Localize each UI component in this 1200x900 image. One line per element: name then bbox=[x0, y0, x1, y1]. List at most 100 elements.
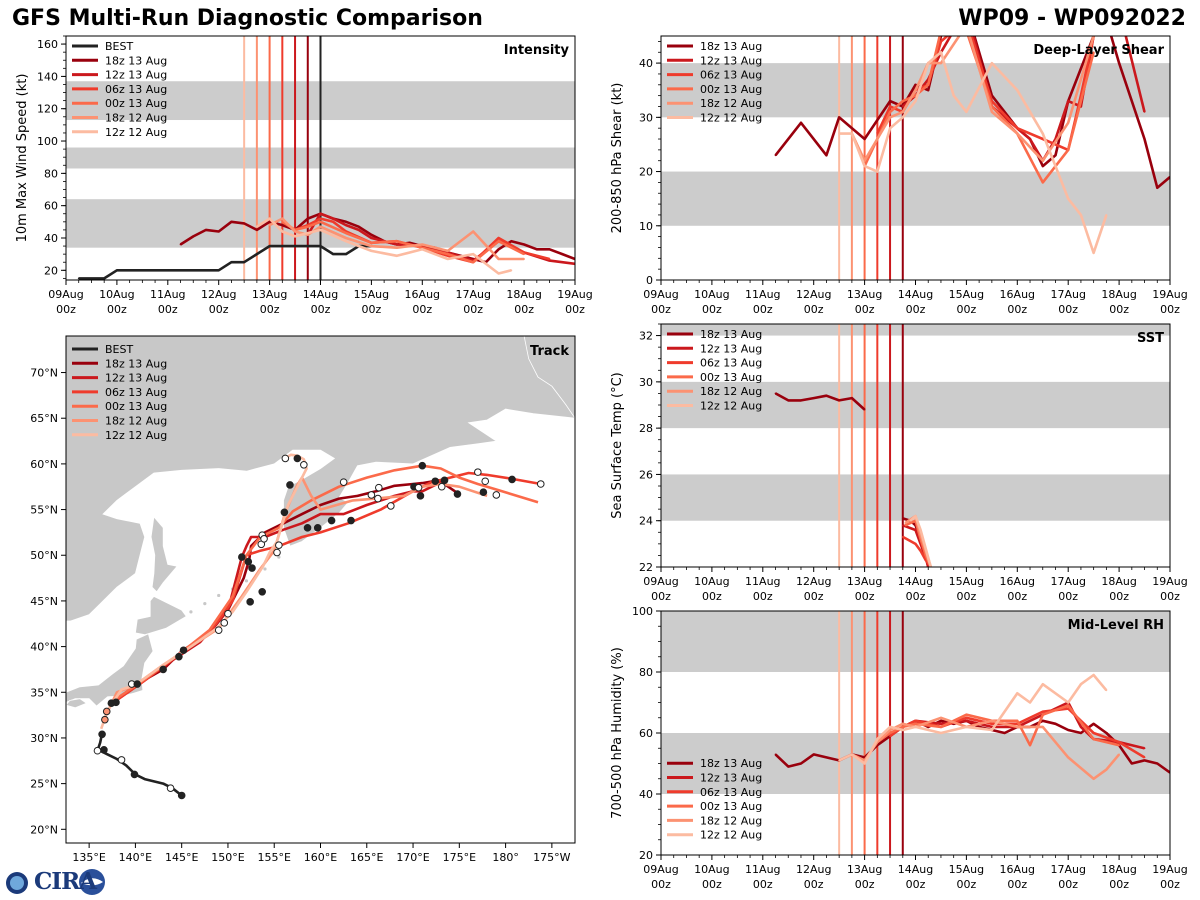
sst-point-18z-13-aug-1 bbox=[787, 399, 790, 402]
rh-point-18z-13-aug-1 bbox=[787, 765, 790, 768]
shear-xtick-hour-label: 00z bbox=[1109, 303, 1129, 316]
sst-xtick-day-label: 16Aug bbox=[1000, 575, 1035, 588]
intensity-title: Intensity bbox=[504, 43, 570, 58]
rh-point-18z-13-aug-2 bbox=[800, 762, 802, 765]
rh-point-00z-13-aug-8 bbox=[1029, 744, 1031, 747]
shear-point-12z-12-aug-10 bbox=[965, 111, 968, 113]
rh-point-06z-13-aug-2 bbox=[914, 719, 917, 722]
track-lat-tick-label: 55°N bbox=[30, 504, 58, 517]
track-lon-tick-label: 150°E bbox=[211, 851, 244, 864]
sst-point-18z-13-aug-b-0 bbox=[901, 517, 904, 520]
rh-band-1 bbox=[661, 611, 1170, 672]
intensity-legend-label-12z-13-aug: 12z 13 Aug bbox=[105, 69, 167, 82]
intensity-point-12z-13-aug-4 bbox=[357, 229, 360, 231]
storm-id: WP09 - WP092022 bbox=[958, 6, 1186, 31]
intensity-point-best-late-0 bbox=[319, 245, 322, 247]
kyushu-island bbox=[66, 701, 67, 714]
sst-xtick-day-label: 19Aug bbox=[1152, 575, 1187, 588]
sst-xtick-day-label: 15Aug bbox=[949, 575, 984, 588]
sst-legend-label-12z-12-aug: 12z 12 Aug bbox=[700, 400, 762, 413]
shear-point-18z-12-aug-2 bbox=[876, 138, 879, 140]
intensity-point-12z-13-aug-6 bbox=[395, 243, 398, 246]
track-point-40 bbox=[374, 494, 382, 503]
shear-point-18z-13-aug-1 bbox=[800, 121, 802, 124]
rh-point-06z-13-aug-11 bbox=[1143, 756, 1146, 759]
rh-point-00z-13-aug-11 bbox=[1092, 738, 1095, 740]
sst-title: SST bbox=[1137, 331, 1164, 346]
alaska-landmass bbox=[523, 336, 575, 419]
track-point-48 bbox=[437, 482, 446, 491]
track-point-47 bbox=[431, 477, 440, 486]
shear-point-18z-13-aug-5 bbox=[889, 100, 891, 102]
intensity-point-12z-12-aug-10 bbox=[446, 258, 449, 260]
rh-xtick-hour-label: 00z bbox=[804, 878, 824, 891]
rh-point-12z-13-aug-11 bbox=[1143, 747, 1146, 750]
intensity-point-12z-13-aug-3 bbox=[345, 224, 347, 226]
intensity-xtick-hour-label: 00z bbox=[209, 303, 229, 316]
kuril-island-4 bbox=[244, 579, 249, 583]
shear-xtick-day-label: 16Aug bbox=[1000, 288, 1035, 301]
track-point-42 bbox=[387, 502, 395, 510]
rh-point-18z-13-aug-3 bbox=[812, 753, 815, 756]
intensity-ytick-label: 80 bbox=[44, 167, 58, 180]
sst-point-06z-13-aug-0 bbox=[901, 536, 904, 538]
rh-point-18z-13-aug-21 bbox=[1041, 719, 1044, 722]
track-point-33 bbox=[300, 461, 308, 469]
rh-point-12z-12-aug-0 bbox=[838, 759, 841, 762]
shear-xtick-day-label: 10Aug bbox=[694, 288, 729, 301]
track-point-49 bbox=[440, 476, 449, 485]
intensity-point-best-0 bbox=[77, 277, 80, 280]
track-point-0 bbox=[177, 791, 186, 800]
rh-point-18z-12-aug-10 bbox=[1041, 726, 1044, 728]
sst-point-12z-12-aug-3 bbox=[924, 547, 927, 550]
intensity-point-18z-13-aug-8 bbox=[281, 224, 284, 226]
track-lat-tick-label: 50°N bbox=[30, 549, 58, 562]
intensity-xtick-day-label: 13Aug bbox=[252, 288, 287, 301]
rh-xtick-hour-label: 00z bbox=[1058, 878, 1078, 891]
intensity-point-18z-12-aug-2 bbox=[294, 230, 296, 233]
rh-xtick-day-label: 09Aug bbox=[643, 863, 678, 876]
kuril-island-0 bbox=[189, 610, 193, 614]
logo-text: CIRA bbox=[34, 868, 97, 895]
sst-point-18z-13-aug-2 bbox=[800, 399, 802, 402]
intensity-point-18z-13-aug-25 bbox=[497, 248, 500, 251]
intensity-ytick-label: 100 bbox=[37, 135, 58, 148]
intensity-point-best-5 bbox=[230, 261, 233, 264]
track-point-31 bbox=[281, 454, 290, 463]
sst-point-18z-13-aug-4 bbox=[825, 394, 828, 397]
sst-band-0 bbox=[661, 474, 1170, 521]
rh-xtick-hour-label: 00z bbox=[1007, 878, 1027, 891]
shear-series-12z-12-aug bbox=[839, 50, 1108, 255]
sst-xtick-day-label: 14Aug bbox=[898, 575, 933, 588]
honshu-island bbox=[66, 633, 154, 707]
intensity-point-18z-12-aug-0 bbox=[268, 224, 271, 226]
track-lat-tick-label: 25°N bbox=[30, 778, 58, 791]
shear-xtick-hour-label: 00z bbox=[906, 303, 926, 316]
track-point-52 bbox=[481, 477, 490, 486]
intensity-point-18z-13-aug-5 bbox=[243, 222, 246, 225]
track-point-4 bbox=[100, 746, 108, 754]
shear-point-12z-12-aug-15 bbox=[1080, 214, 1082, 216]
intensity-point-18z-13-aug-15 bbox=[370, 233, 373, 236]
intensity-xtick-day-label: 18Aug bbox=[506, 288, 541, 301]
rh-point-18z-12-aug-6 bbox=[940, 716, 942, 719]
rh-point-12z-12-aug-11 bbox=[1029, 701, 1031, 704]
sst-xtick-hour-label: 00z bbox=[1160, 590, 1180, 603]
sst-xtick-hour-label: 00z bbox=[906, 590, 926, 603]
track-lat-tick-label: 20°N bbox=[30, 823, 58, 836]
track-point-53 bbox=[479, 488, 488, 497]
intensity-xtick-day-label: 10Aug bbox=[99, 288, 134, 301]
kuril-island-5 bbox=[263, 567, 267, 571]
intensity-point-12z-13-aug-5 bbox=[370, 237, 373, 239]
intensity-point-12z-12-aug-1 bbox=[268, 217, 271, 220]
rh-point-12z-13-aug-8 bbox=[1080, 726, 1082, 728]
rh-point-06z-13-aug-10 bbox=[1118, 741, 1120, 744]
track-point-37 bbox=[347, 516, 355, 525]
track-point-17 bbox=[220, 619, 229, 627]
sakhalin-island bbox=[150, 515, 178, 593]
rh-point-18z-13-aug-13 bbox=[940, 719, 942, 722]
track-point-39 bbox=[367, 491, 376, 499]
intensity-point-12z-12-aug-0 bbox=[255, 225, 258, 228]
